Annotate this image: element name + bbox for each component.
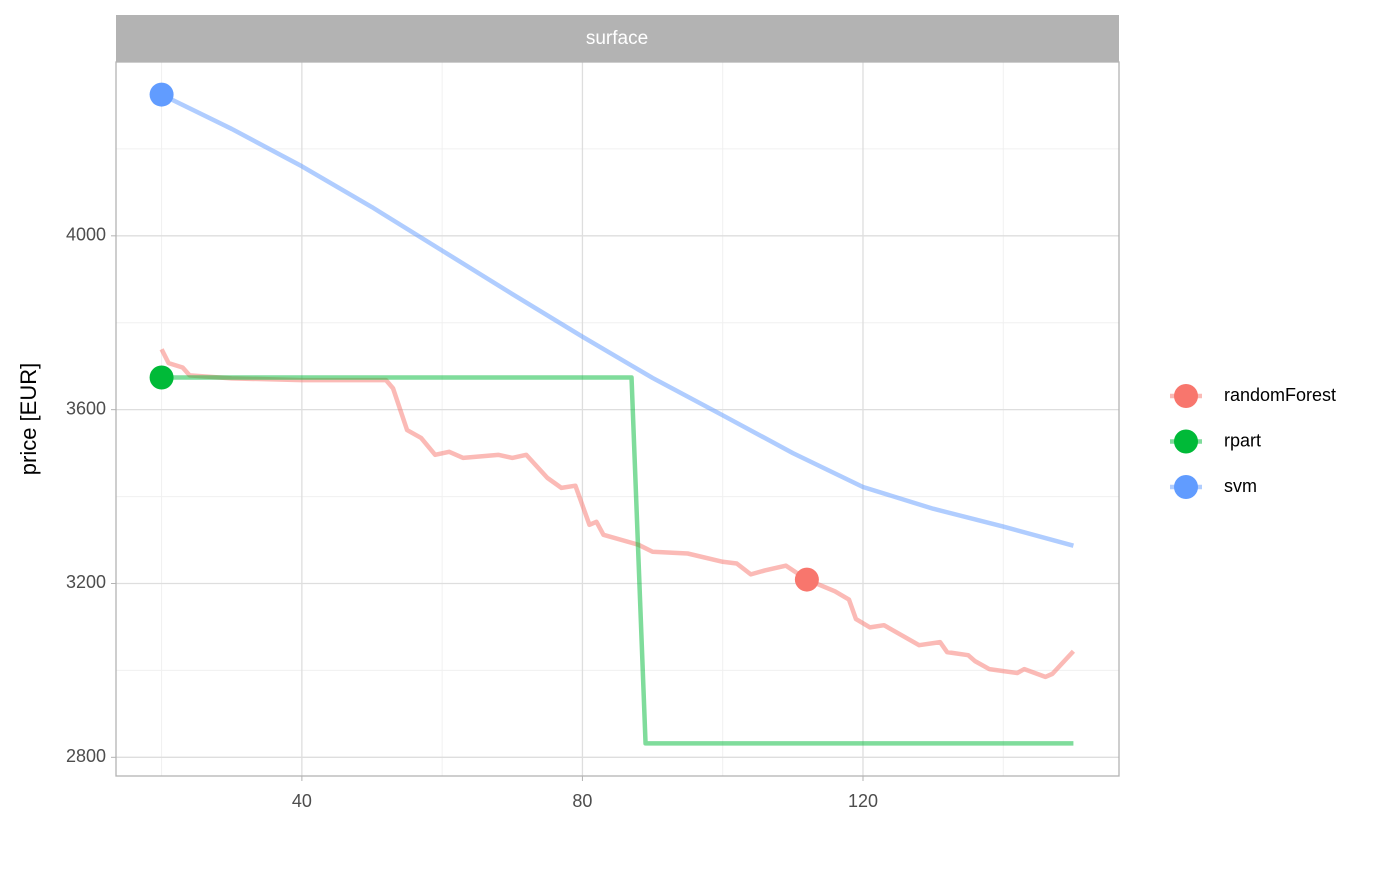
series-line [161,375,1074,746]
x-tick-label: 80 [572,791,592,811]
strip-label: surface [586,28,648,49]
legend-label: randomForest [1224,385,1336,405]
series-point [149,82,174,107]
series-line [160,92,1075,548]
y-tick-label: 4000 [66,225,106,245]
series-point [794,567,819,592]
x-tick-label: 40 [292,791,312,811]
y-tick-label: 3600 [66,398,106,418]
legend-key-point [1174,429,1198,454]
panel-border [115,61,1120,777]
series-point [149,365,174,390]
legend-label: svm [1224,476,1257,496]
legend-key-point [1174,475,1198,499]
y-tick-label: 3200 [66,572,106,592]
strip [116,15,1119,62]
series-line [159,348,1076,680]
legend-key-point [1174,384,1198,408]
legend-label: rpart [1224,430,1261,450]
x-tick-label: 120 [848,791,878,811]
y-tick-label: 2800 [66,746,106,766]
y-axis-label: price [EUR] [16,363,41,475]
